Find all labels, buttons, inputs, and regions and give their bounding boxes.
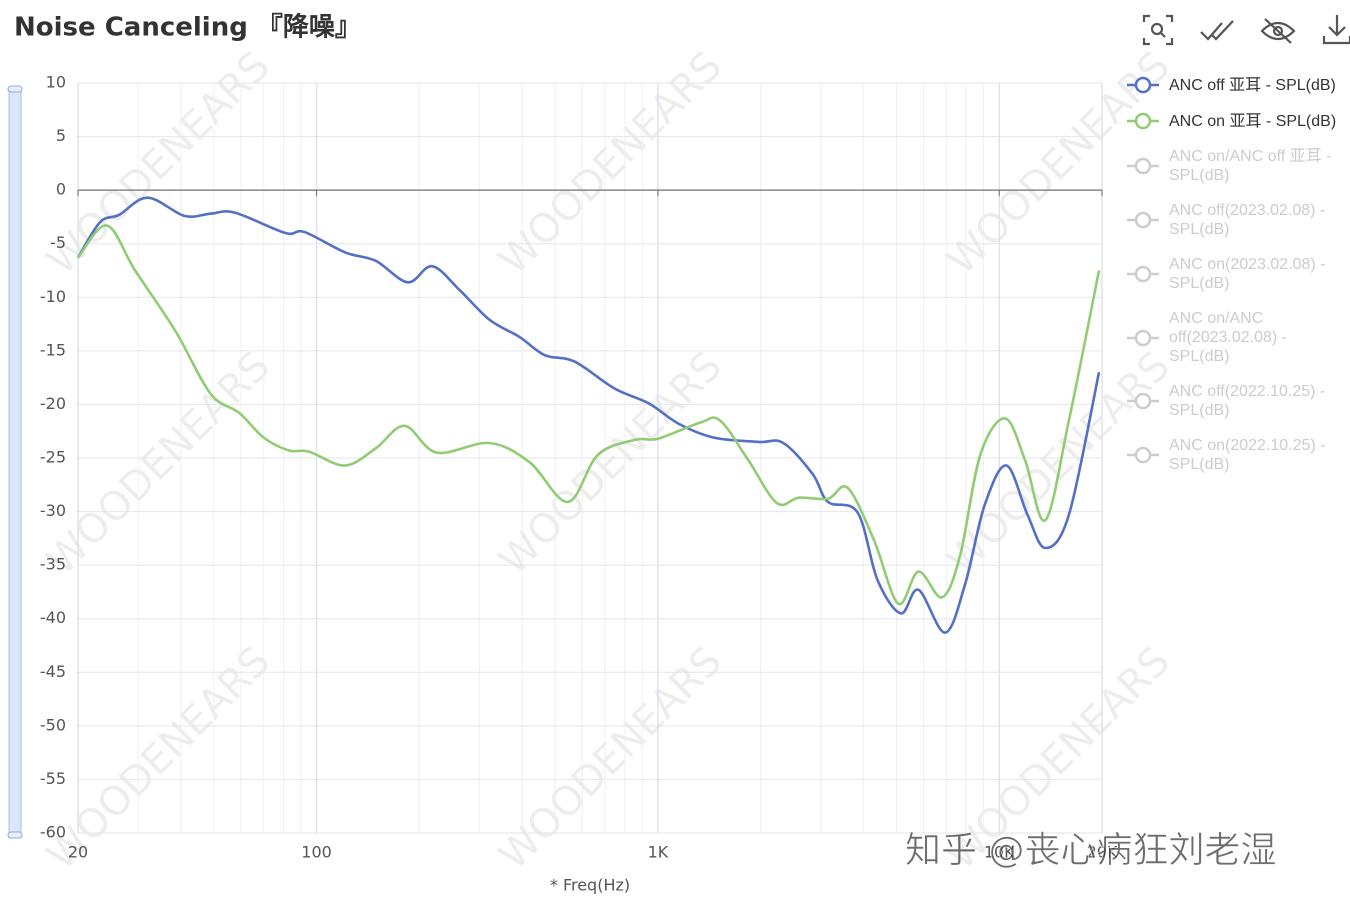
y-tick-label: -30: [40, 501, 66, 520]
legend-icon: [1127, 392, 1159, 410]
legend-entry[interactable]: ANC on(2023.02.08) - SPL(dB): [1125, 255, 1350, 293]
slider-track[interactable]: [8, 87, 22, 838]
legend-entry[interactable]: ANC on/ANC off 亚耳 - SPL(dB): [1125, 147, 1350, 185]
x-tick-label: 1K: [648, 843, 669, 862]
y-tick-label: -15: [40, 340, 66, 359]
watermark: WOODENEARS: [490, 638, 731, 879]
x-tick-label: 20K: [1087, 843, 1118, 862]
chart-title: Noise Canceling 『降噪』: [14, 12, 361, 43]
legend-icon: [1127, 76, 1159, 94]
legend-label: ANC off(2023.02.08) - SPL(dB): [1169, 202, 1326, 238]
legend-entry[interactable]: ANC on/ANC off(2023.02.08) - SPL(dB): [1125, 309, 1350, 366]
legend-icon: [1127, 211, 1159, 229]
legend-entry[interactable]: ANC off 亚耳 - SPL(dB): [1125, 75, 1350, 95]
line-series: [76, 224, 1101, 606]
zoom-button[interactable]: [1142, 14, 1174, 46]
x-tick-label: 20: [68, 843, 88, 862]
hide-button[interactable]: [1260, 18, 1296, 44]
legend: ANC off 亚耳 - SPL(dB) ANC on 亚耳 - SPL(dB) A…: [1125, 75, 1350, 490]
y-tick-label: -35: [40, 555, 66, 574]
y-tick-label: -45: [40, 662, 66, 681]
legend-label: ANC on(2023.02.08) - SPL(dB): [1169, 256, 1326, 292]
legend-label: ANC on/ANC off 亚耳 - SPL(dB): [1169, 148, 1332, 184]
y-tick-label: -60: [40, 823, 66, 842]
y-tick-label: -10: [40, 287, 66, 306]
y-tick-label: -20: [40, 394, 66, 413]
y-tick-label: -5: [50, 233, 66, 252]
y-tick-label: 5: [56, 126, 66, 145]
download-button[interactable]: [1322, 15, 1350, 45]
select-all-button[interactable]: [1200, 20, 1234, 41]
slider-handle[interactable]: [7, 831, 23, 839]
x-axis-label: * Freq(Hz): [550, 876, 630, 895]
legend-entry[interactable]: ANC off(2022.10.25) - SPL(dB): [1125, 382, 1350, 420]
x-tick-label: 10K: [984, 843, 1015, 862]
toolbox: [1142, 14, 1350, 46]
watermark: WOODENEARS: [38, 343, 279, 584]
watermark: WOODENEARS: [490, 343, 731, 584]
legend-label: ANC off(2022.10.25) - SPL(dB): [1169, 383, 1326, 419]
legend-label: ANC on/ANC off(2023.02.08) - SPL(dB): [1169, 310, 1288, 365]
y-tick-label: -40: [40, 608, 66, 627]
grid: -60-55-50-45-40-35-30-25-20-15-10-505102…: [40, 73, 1118, 862]
legend-label: ANC on 亚耳 - SPL(dB): [1169, 112, 1337, 130]
legend-icon: [1127, 157, 1159, 175]
legend-entry[interactable]: ANC on 亚耳 - SPL(dB): [1125, 111, 1350, 131]
plot: [76, 196, 1101, 634]
source-watermark: 知乎 @丧心病狂刘老湿: [905, 830, 1276, 871]
legend-entry[interactable]: ANC on(2022.10.25) - SPL(dB): [1125, 436, 1350, 474]
legend-label: ANC off 亚耳 - SPL(dB): [1169, 76, 1336, 94]
watermarks: WOODENEARS WOODENEARS WOODENEARS WOODENEARS…: [38, 43, 1179, 879]
line-series: [76, 196, 1101, 634]
legend-icon: [1127, 265, 1159, 283]
legend-label: ANC on(2022.10.25) - SPL(dB): [1169, 437, 1326, 473]
slider-handle[interactable]: [7, 85, 23, 93]
data-zoom-slider[interactable]: [7, 85, 23, 839]
y-tick-label: -25: [40, 448, 66, 467]
legend-icon: [1127, 446, 1159, 464]
y-tick-label: 10: [46, 73, 66, 92]
watermark: WOODENEARS: [38, 43, 279, 284]
legend-icon: [1127, 112, 1159, 130]
y-tick-label: -55: [40, 769, 66, 788]
legend-entry[interactable]: ANC off(2023.02.08) - SPL(dB): [1125, 201, 1350, 239]
y-tick-label: -50: [40, 715, 66, 734]
legend-icon: [1127, 329, 1159, 346]
x-tick-label: 100: [301, 843, 332, 862]
watermark: WOODENEARS: [490, 43, 731, 284]
y-tick-label: 0: [56, 180, 66, 199]
